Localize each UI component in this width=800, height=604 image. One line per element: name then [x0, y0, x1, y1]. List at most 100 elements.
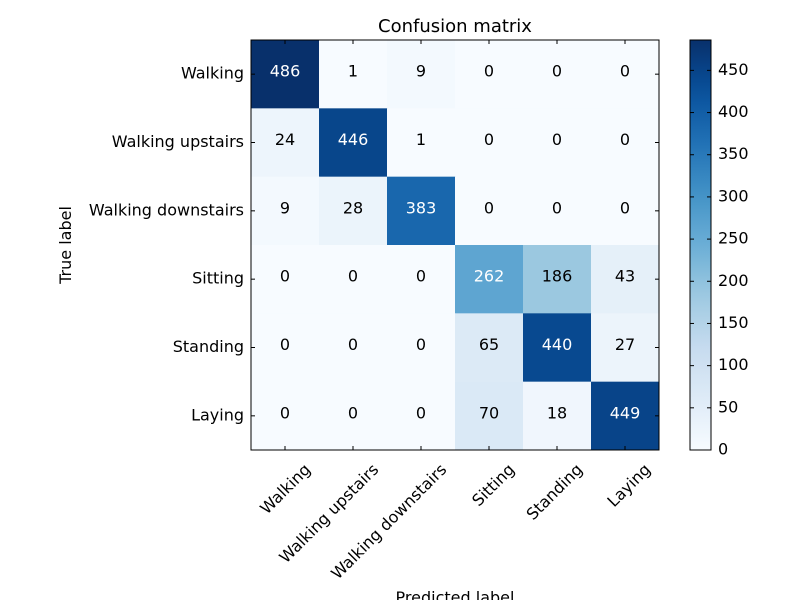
heatmap-cell [455, 176, 524, 246]
heatmap-cell [387, 313, 456, 383]
heatmap-cell [387, 108, 456, 178]
heatmap-cell [523, 313, 592, 383]
heatmap-cell [319, 176, 388, 246]
cell-value-label: 0 [416, 403, 426, 422]
colorbar-tick-label: 50 [718, 397, 738, 416]
cell-value-label: 0 [348, 403, 358, 422]
cell-value-label: 383 [406, 198, 437, 217]
heatmap-cell [591, 245, 660, 314]
cell-value-label: 0 [348, 335, 358, 354]
heatmap-cell [523, 381, 592, 451]
colorbar-tick-label: 350 [718, 144, 749, 163]
heatmap-cell [319, 40, 388, 109]
x-tick-label: Laying [603, 460, 654, 511]
heatmap-cell [591, 381, 660, 451]
cell-value-label: 0 [348, 267, 358, 286]
heatmap-cell [591, 313, 660, 383]
cell-value-label: 70 [479, 403, 499, 422]
colorbar-gradient [689, 39, 712, 451]
heatmap-cell [591, 40, 660, 109]
heatmap-cell [251, 40, 320, 109]
x-axis-label: Predicted label [396, 588, 515, 600]
cell-value-label: 0 [620, 130, 630, 149]
cell-value-label: 0 [416, 267, 426, 286]
heatmap-cell [251, 176, 320, 246]
cell-value-label: 24 [275, 130, 295, 149]
cell-value-label: 9 [280, 198, 290, 217]
y-tick-label: Walking [181, 64, 244, 83]
heatmap-cell [319, 245, 388, 314]
heatmap-cell [523, 245, 592, 314]
cell-value-label: 0 [552, 130, 562, 149]
colorbar-tick-label: 400 [718, 102, 749, 121]
x-tick-label: Walking downstairs [327, 460, 450, 583]
heatmap-cell [523, 176, 592, 246]
chart-title: Confusion matrix [378, 16, 532, 37]
heatmap-cell [387, 381, 456, 451]
plot-frame [250, 39, 660, 451]
cell-value-label: 262 [474, 267, 505, 286]
cell-value-label: 0 [484, 62, 494, 81]
cell-value-label: 186 [542, 267, 573, 286]
heatmap-cell [387, 245, 456, 314]
heatmap-cell [251, 381, 320, 451]
cell-value-label: 0 [280, 335, 290, 354]
cell-value-label: 446 [338, 130, 369, 149]
y-tick-label: Standing [173, 337, 244, 356]
heatmap-cell [251, 245, 320, 314]
cell-value-label: 0 [280, 267, 290, 286]
cell-value-label: 0 [620, 62, 630, 81]
cell-value-label: 43 [615, 267, 635, 286]
cell-value-label: 9 [416, 62, 426, 81]
colorbar-tick-label: 0 [718, 440, 728, 459]
cell-value-label: 1 [348, 62, 358, 81]
heatmap-cell [251, 313, 320, 383]
cell-value-label: 0 [280, 403, 290, 422]
y-tick-label: Walking upstairs [112, 132, 244, 151]
colorbar-tick-label: 100 [718, 355, 749, 374]
colorbar-tick-label: 300 [718, 186, 749, 205]
heatmap-cell [455, 313, 524, 383]
axis-ticks [251, 40, 659, 450]
colorbar-tick-label: 250 [718, 229, 749, 248]
cell-value-label: 486 [270, 62, 301, 81]
cell-value-label: 28 [343, 198, 363, 217]
heatmap-cell [387, 176, 456, 246]
colorbar-tick-label: 150 [718, 313, 749, 332]
heatmap-cell [591, 108, 660, 178]
cell-value-label: 449 [610, 403, 641, 422]
cell-value-label: 27 [615, 335, 635, 354]
heatmap-cell [319, 381, 388, 451]
heatmap-cell [455, 40, 524, 109]
heatmap-cell [455, 381, 524, 451]
cell-value-label: 0 [620, 198, 630, 217]
heatmap-cell [387, 40, 456, 109]
x-tick-label: Walking [256, 460, 314, 518]
heatmap-cell [251, 108, 320, 178]
y-tick-label: Sitting [192, 269, 244, 288]
cell-value-label: 0 [484, 130, 494, 149]
heatmap-cell [455, 108, 524, 178]
colorbar-tick-label: 450 [718, 60, 749, 79]
cell-value-label: 440 [542, 335, 573, 354]
heatmap-cell [455, 245, 524, 314]
heatmap-cell [523, 108, 592, 178]
heatmap-cell [591, 176, 660, 246]
cell-value-label: 1 [416, 130, 426, 149]
cell-value-label: 0 [484, 198, 494, 217]
heatmap-cell [319, 313, 388, 383]
x-tick-label: Sitting [468, 460, 518, 510]
heatmap-cell [319, 108, 388, 178]
y-tick-labels: Walking Walking upstairs Walking downstair… [89, 64, 244, 425]
colorbar: 0 50 100 150 200 250 300 350 400 450 [689, 39, 749, 459]
x-tick-label: Standing [522, 460, 586, 524]
y-tick-label: Walking downstairs [89, 200, 244, 219]
heatmap-cells: 486 1 9 0 0 0 24 446 1 0 0 0 9 28 383 0 0 0 0 0 0 262 186 43 0 0 0… [251, 40, 660, 451]
y-axis-label: True label [56, 206, 75, 285]
colorbar-tick-label: 200 [718, 271, 749, 290]
cell-value-label: 0 [552, 198, 562, 217]
cell-value-label: 18 [547, 403, 567, 422]
cell-value-label: 0 [552, 62, 562, 81]
y-tick-label: Laying [191, 405, 244, 424]
